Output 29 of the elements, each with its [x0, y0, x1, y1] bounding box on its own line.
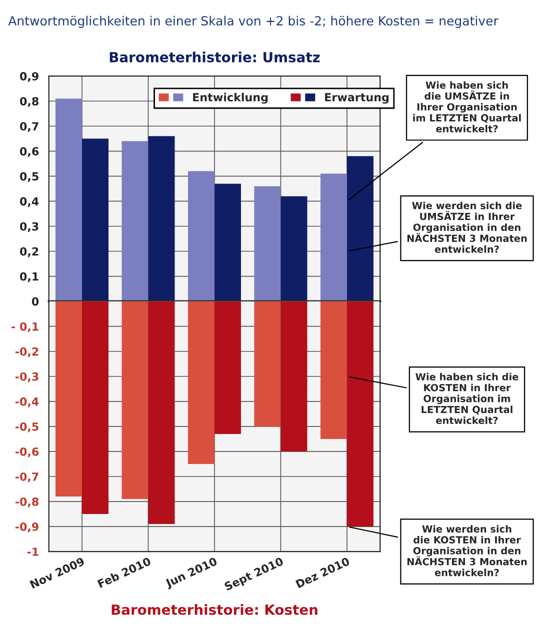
- y-tick-label: -0,2: [15, 347, 38, 358]
- y-tick-label: 0,2: [20, 247, 38, 258]
- y-tick-label: -1: [27, 548, 38, 556]
- y-tick-label: 0,4: [20, 197, 39, 208]
- y-tick-label: 0,1: [20, 272, 38, 282]
- legend-label: Erwartung: [325, 93, 389, 104]
- annotation: Wie werden sich die KOSTEN in Ihrer Organisation in den NÄCHSTEN 3 Monaten entwickeln?: [407, 525, 527, 576]
- y-tick-label: 0: [32, 297, 39, 306]
- y-tick-label: 0,3: [20, 222, 38, 232]
- y-tick-label: -0,6: [15, 447, 39, 458]
- y-tick-label: - 0,1: [12, 322, 38, 332]
- annotation: Wie haben sich die KOSTEN in Ihrer Organisation im LETZTEN Quartal entwickelt?: [416, 372, 518, 424]
- y-tick-label: 0,6: [20, 147, 39, 157]
- y-tick-label: -0,5: [15, 422, 38, 432]
- annotation: Wie werden sich die UMSÄTZE in Ihrer Organisation in den NÄCHSTEN 3 Monaten entwickeln?: [407, 202, 527, 253]
- y-tick-label: -0,8: [15, 498, 38, 508]
- y-tick-label: 0,7: [20, 122, 38, 132]
- y-tick-label: -0,7: [15, 472, 38, 482]
- y-tick-label: 0,5: [20, 172, 38, 182]
- legend-label: Entwicklung: [193, 92, 268, 104]
- x-axis-title: Barometerhistorie: Kosten: [112, 604, 318, 615]
- y-tick-label: -0,9: [15, 522, 38, 532]
- annotation: Wie haben sich die UMSÄTZE in Ihrer Organisation im LETZTEN Quartal entwickelt?: [413, 81, 521, 132]
- y-tick-label: -0,4: [15, 397, 39, 408]
- y-tick-label: 0,8: [20, 97, 38, 107]
- y-tick-label: -0,3: [15, 372, 38, 382]
- chart-title: Antwortmöglichkeiten in einer Skala von +2 bis -2; höhere Kosten = negativer: [8, 16, 498, 28]
- chart-subtitle: Barometerhistorie: Umsatz: [110, 52, 320, 62]
- y-tick-label: 0,9: [20, 72, 38, 82]
